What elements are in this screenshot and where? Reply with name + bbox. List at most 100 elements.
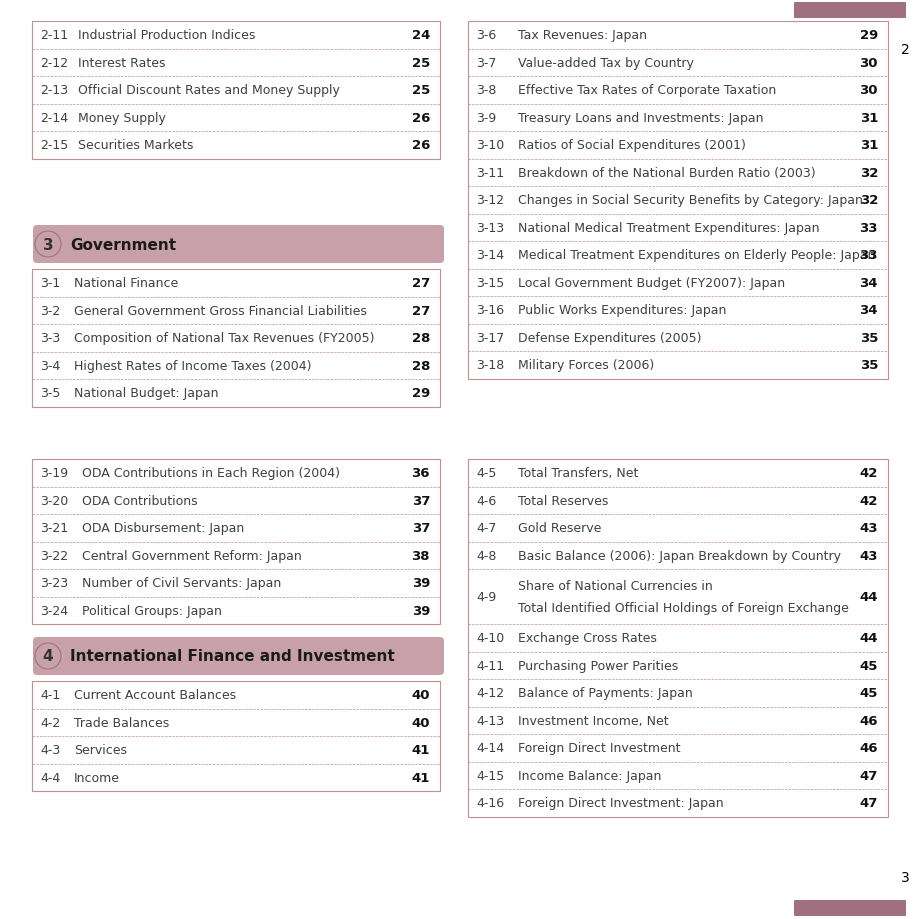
Text: 27: 27 — [412, 304, 429, 317]
Text: 47: 47 — [858, 769, 877, 782]
Text: 31: 31 — [858, 111, 877, 125]
Text: 3-15: 3-15 — [475, 277, 504, 289]
Text: 46: 46 — [858, 742, 877, 754]
Text: Share of National Currencies in: Share of National Currencies in — [517, 579, 712, 593]
Circle shape — [35, 232, 61, 257]
Text: Foreign Direct Investment: Foreign Direct Investment — [517, 742, 680, 754]
Text: International Finance and Investment: International Finance and Investment — [70, 649, 394, 664]
Text: 30: 30 — [858, 85, 877, 97]
Text: 3-19: 3-19 — [40, 467, 68, 480]
Text: 4-3: 4-3 — [40, 743, 60, 756]
Text: 3-20: 3-20 — [40, 494, 68, 507]
Text: 41: 41 — [411, 771, 429, 784]
Text: Foreign Direct Investment: Japan: Foreign Direct Investment: Japan — [517, 797, 723, 810]
Text: ODA Contributions: ODA Contributions — [82, 494, 198, 507]
Text: 3-18: 3-18 — [475, 358, 504, 372]
Text: 3-14: 3-14 — [475, 249, 504, 262]
Text: 4-4: 4-4 — [40, 771, 60, 784]
Bar — [32, 681, 439, 791]
Text: 2-14: 2-14 — [40, 111, 68, 125]
Text: 33: 33 — [858, 221, 877, 234]
Text: 35: 35 — [858, 358, 877, 372]
Text: Composition of National Tax Revenues (FY2005): Composition of National Tax Revenues (FY… — [74, 332, 374, 345]
Text: Trade Balances: Trade Balances — [74, 716, 169, 729]
Text: 4-6: 4-6 — [475, 494, 495, 507]
Text: 3-3: 3-3 — [40, 332, 60, 345]
Circle shape — [35, 643, 61, 669]
Text: 3-1: 3-1 — [40, 277, 60, 289]
Text: 43: 43 — [858, 550, 877, 562]
Text: Central Government Reform: Japan: Central Government Reform: Japan — [82, 550, 301, 562]
Text: 3-6: 3-6 — [475, 29, 495, 42]
Text: 2-15: 2-15 — [40, 139, 68, 152]
Text: Medical Treatment Expenditures on Elderly People: Japan: Medical Treatment Expenditures on Elderl… — [517, 249, 874, 262]
Text: 4-2: 4-2 — [40, 716, 60, 729]
Text: 3-24: 3-24 — [40, 604, 68, 617]
Text: Investment Income, Net: Investment Income, Net — [517, 714, 668, 727]
Text: 37: 37 — [411, 522, 429, 535]
Text: Total Transfers, Net: Total Transfers, Net — [517, 467, 638, 480]
Text: 46: 46 — [858, 714, 877, 727]
Text: 44: 44 — [858, 590, 877, 604]
Text: Effective Tax Rates of Corporate Taxation: Effective Tax Rates of Corporate Taxatio… — [517, 85, 776, 97]
Text: Public Works Expenditures: Japan: Public Works Expenditures: Japan — [517, 304, 726, 317]
Text: 2-12: 2-12 — [40, 57, 68, 70]
Text: ODA Disbursement: Japan: ODA Disbursement: Japan — [82, 522, 244, 535]
Text: Industrial Production Indices: Industrial Production Indices — [78, 29, 255, 42]
Text: 31: 31 — [858, 139, 877, 152]
Text: 28: 28 — [411, 332, 429, 345]
Text: 43: 43 — [858, 522, 877, 535]
Text: 3-4: 3-4 — [40, 359, 60, 372]
Text: 25: 25 — [412, 57, 429, 70]
Text: 34: 34 — [858, 277, 877, 289]
Text: 4-14: 4-14 — [475, 742, 504, 754]
Text: 4-13: 4-13 — [475, 714, 504, 727]
Text: 3-9: 3-9 — [475, 111, 495, 125]
Text: National Finance: National Finance — [74, 277, 178, 289]
Text: Value-added Tax by Country: Value-added Tax by Country — [517, 57, 693, 70]
Text: 47: 47 — [858, 797, 877, 810]
Text: 36: 36 — [411, 467, 429, 480]
Text: 44: 44 — [858, 631, 877, 644]
Text: Treasury Loans and Investments: Japan: Treasury Loans and Investments: Japan — [517, 111, 763, 125]
Text: 4-10: 4-10 — [475, 631, 504, 644]
Text: 3-21: 3-21 — [40, 522, 68, 535]
Text: 26: 26 — [411, 139, 429, 152]
Text: 2-13: 2-13 — [40, 85, 68, 97]
Text: 3: 3 — [901, 870, 909, 884]
Text: 3: 3 — [42, 237, 53, 252]
Text: National Budget: Japan: National Budget: Japan — [74, 387, 219, 400]
Text: Total Identified Official Holdings of Foreign Exchange: Total Identified Official Holdings of Fo… — [517, 601, 848, 614]
Text: Gold Reserve: Gold Reserve — [517, 522, 601, 535]
Text: 4-9: 4-9 — [475, 590, 495, 604]
Text: 3-17: 3-17 — [475, 332, 504, 345]
Text: 45: 45 — [858, 686, 877, 699]
Text: 2-11: 2-11 — [40, 29, 68, 42]
Bar — [32, 460, 439, 624]
Text: 35: 35 — [858, 332, 877, 345]
Text: 3-22: 3-22 — [40, 550, 68, 562]
Text: 4-11: 4-11 — [475, 659, 504, 672]
Text: 3-23: 3-23 — [40, 576, 68, 590]
Text: 3-11: 3-11 — [475, 166, 504, 179]
Text: 26: 26 — [411, 111, 429, 125]
Text: 34: 34 — [858, 304, 877, 317]
Text: Purchasing Power Parities: Purchasing Power Parities — [517, 659, 677, 672]
Text: 39: 39 — [411, 604, 429, 617]
Text: 4-12: 4-12 — [475, 686, 504, 699]
FancyBboxPatch shape — [33, 637, 444, 675]
Text: Highest Rates of Income Taxes (2004): Highest Rates of Income Taxes (2004) — [74, 359, 312, 372]
Text: 27: 27 — [412, 277, 429, 289]
Text: Securities Markets: Securities Markets — [78, 139, 193, 152]
Text: 42: 42 — [858, 494, 877, 507]
Text: Basic Balance (2006): Japan Breakdown by Country: Basic Balance (2006): Japan Breakdown by… — [517, 550, 840, 562]
Text: Interest Rates: Interest Rates — [78, 57, 165, 70]
Text: 29: 29 — [859, 29, 877, 42]
Text: 25: 25 — [412, 85, 429, 97]
Text: Balance of Payments: Japan: Balance of Payments: Japan — [517, 686, 692, 699]
Text: 37: 37 — [411, 494, 429, 507]
Text: 24: 24 — [411, 29, 429, 42]
Text: 42: 42 — [858, 467, 877, 480]
Text: Services: Services — [74, 743, 127, 756]
FancyBboxPatch shape — [793, 900, 905, 916]
